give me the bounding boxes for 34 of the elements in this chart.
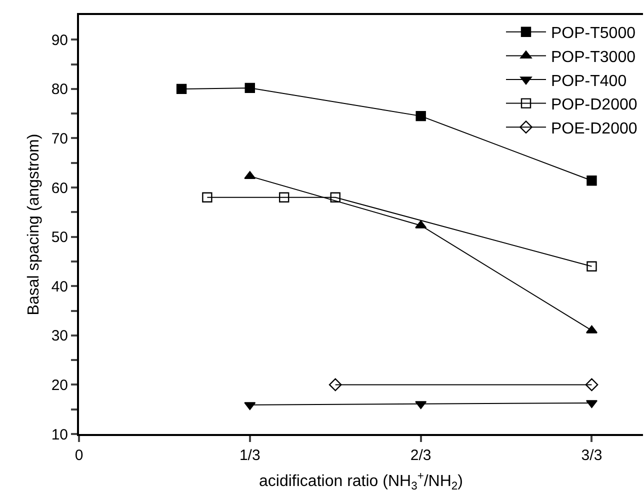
legend-label: POP-T3000: [551, 48, 636, 66]
x-tick-label: 3/3: [581, 447, 602, 464]
legend-label: POP-T400: [551, 72, 627, 90]
y-tick-label: 70: [51, 130, 68, 148]
point: [415, 401, 427, 410]
y-axis-title: Basal spacing (angstrom): [26, 134, 43, 316]
y-tick-label: 40: [51, 278, 68, 296]
point: [176, 84, 187, 94]
point: [416, 110, 426, 122]
legend-label: POP-D2000: [551, 96, 638, 114]
y-tick-label: 30: [51, 328, 68, 345]
point: [244, 171, 256, 180]
legend-label: POE-D2000: [551, 120, 638, 138]
point: [278, 192, 290, 202]
point: [330, 192, 340, 202]
y-tick-label: 10: [51, 426, 68, 444]
point: [586, 261, 597, 272]
y-tick-label: 50: [51, 229, 68, 246]
x-tick-label: 1/3: [239, 447, 260, 464]
y-tick-label: 60: [51, 180, 68, 197]
x-tick-label: 0: [74, 447, 84, 464]
y-tick-label: 80: [51, 81, 68, 98]
point: [202, 192, 212, 202]
x-tick-label: 2/3: [410, 447, 432, 464]
point: [244, 402, 256, 410]
point: [328, 378, 342, 392]
y-tick-label: 90: [51, 32, 68, 49]
y-tick-label: 20: [51, 376, 68, 394]
point: [244, 82, 255, 94]
point: [415, 220, 427, 228]
x-axis-title: acidification ratio (NH$_{3}$$^{+}$/NH$_{2}$): [259, 470, 463, 493]
point: [585, 378, 598, 392]
point: [586, 176, 597, 186]
legend-label: POP-T5000: [551, 25, 636, 42]
